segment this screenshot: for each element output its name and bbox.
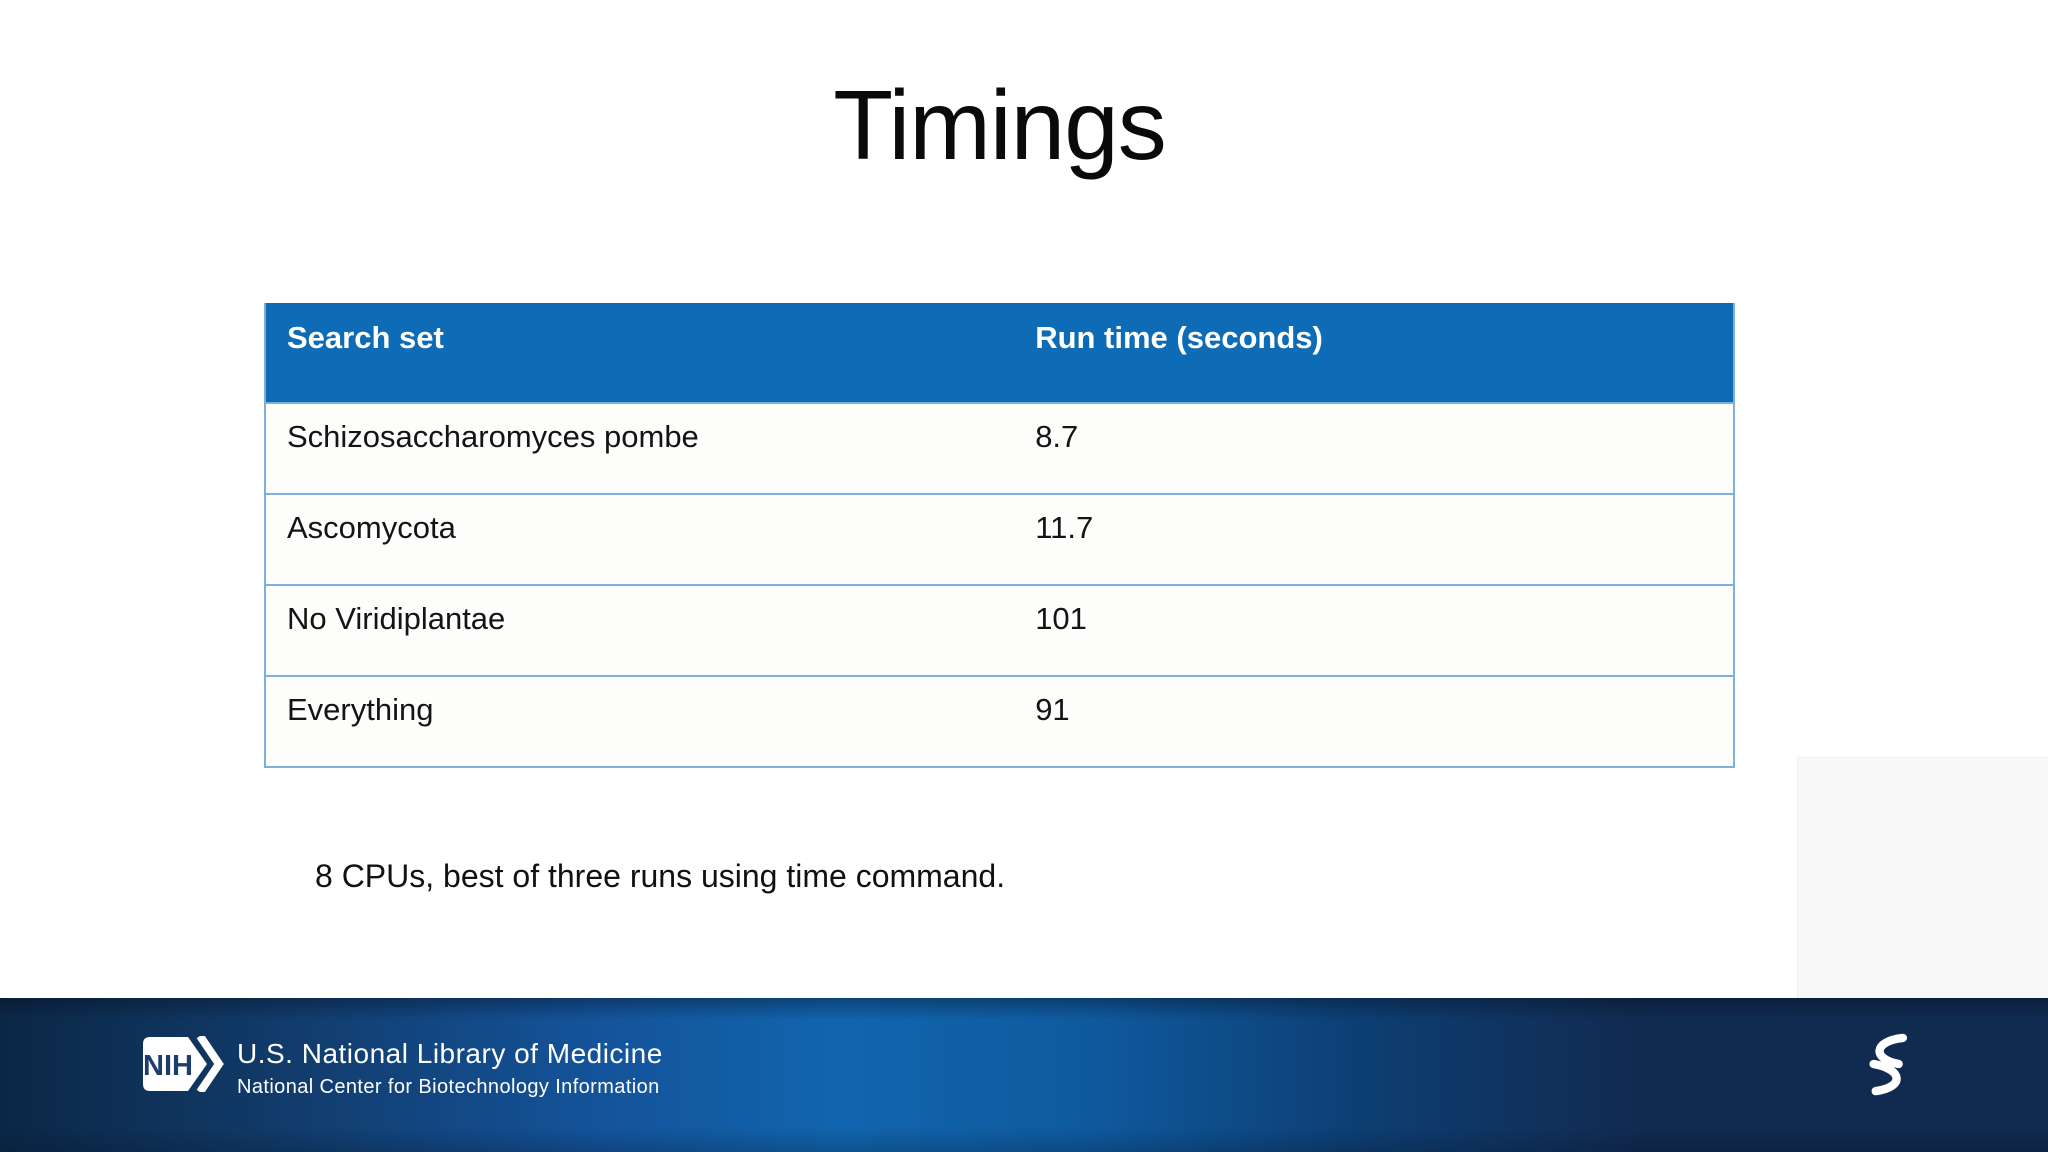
table-row: Schizosaccharomyces pombe 8.7 xyxy=(265,402,1734,494)
nih-logo-text: NIH xyxy=(143,1050,193,1082)
cell-run-time: 8.7 xyxy=(1014,402,1734,494)
ncbi-helix-icon xyxy=(1869,1033,1907,1096)
table-row: Ascomycota 11.7 xyxy=(265,493,1734,585)
right-tint-panel xyxy=(1797,757,2048,999)
cell-run-time: 91 xyxy=(1014,675,1734,767)
slide-caption: 8 CPUs, best of three runs using time co… xyxy=(315,858,1006,894)
cell-search-set: Everything xyxy=(265,675,1015,767)
table-header-row: Search set Run time (seconds) xyxy=(265,303,1734,403)
cell-search-set: Ascomycota xyxy=(265,493,1015,585)
cell-search-set: No Viridiplantae xyxy=(265,584,1015,676)
org-name-primary: U.S. National Library of Medicine xyxy=(237,1038,663,1069)
nih-arrow-logo-icon: NIH xyxy=(143,1036,224,1092)
nih-chevron-icon xyxy=(196,1036,224,1092)
header-cell-run-time: Run time (seconds) xyxy=(1014,303,1734,403)
cell-run-time: 101 xyxy=(1014,584,1734,676)
org-name-secondary: National Center for Biotechnology Inform… xyxy=(237,1076,660,1098)
nih-logo-box xyxy=(143,1037,207,1091)
timings-table: Search set Run time (seconds) Schizosacc… xyxy=(264,303,1735,768)
footer-bar: NIH U.S. National Library of Medicine Na… xyxy=(0,998,2048,1152)
cell-search-set: Schizosaccharomyces pombe xyxy=(265,402,1015,494)
header-cell-search-set: Search set xyxy=(265,303,1015,403)
org-name-block: U.S. National Library of Medicine Nation… xyxy=(237,1038,663,1099)
table-row: Everything 91 xyxy=(265,675,1734,767)
page-title: Timings xyxy=(833,70,1166,180)
cell-run-time: 11.7 xyxy=(1014,493,1734,585)
table-row: No Viridiplantae 101 xyxy=(265,584,1734,676)
